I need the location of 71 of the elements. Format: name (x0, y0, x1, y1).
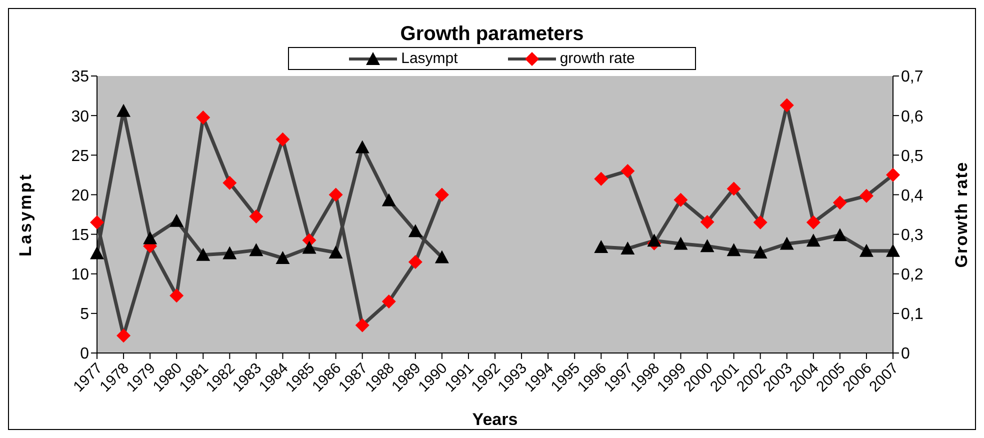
point (700, 239, 714, 252)
y2-tick-label: 0,4 (901, 187, 924, 204)
point (859, 188, 874, 203)
point (832, 228, 847, 242)
point (328, 245, 343, 258)
point (408, 224, 422, 238)
x-axis-title: Years (472, 410, 518, 429)
point (408, 254, 422, 269)
y-tick-label: 15 (71, 226, 90, 244)
point (434, 250, 449, 264)
point (170, 214, 184, 227)
point (806, 215, 820, 230)
legend-label: Lasympt (401, 50, 458, 67)
point (276, 132, 290, 146)
point (780, 98, 794, 112)
point (196, 248, 210, 261)
y-tick-label: 30 (71, 108, 90, 126)
y-tick-label: 25 (71, 148, 90, 165)
point (647, 234, 662, 247)
point (806, 234, 820, 247)
point (222, 246, 237, 260)
y2-tick-label: 0,3 (901, 226, 924, 244)
point (780, 236, 794, 250)
chart-title: Growth parameters (399, 23, 585, 47)
point (143, 231, 158, 244)
point (355, 318, 370, 332)
point (434, 188, 449, 202)
point (90, 215, 104, 230)
point (355, 140, 370, 154)
point (726, 243, 741, 256)
point (328, 188, 343, 202)
point (620, 242, 635, 255)
y-tick-label: 20 (71, 187, 90, 204)
y-tick-label: 10 (71, 266, 90, 284)
point (222, 176, 237, 190)
y2-tick-label: 0,7 (901, 68, 924, 86)
point (700, 215, 714, 230)
point (594, 172, 608, 186)
legend-label: growth rate (560, 50, 635, 67)
y2-tick-label: 0 (901, 346, 910, 363)
y2-tick-label: 0,6 (901, 108, 924, 126)
y2-tick-label: 0,5 (901, 148, 924, 165)
point (302, 240, 316, 254)
point (249, 243, 264, 256)
y-axis-title: Lasympt (16, 172, 36, 256)
point (753, 245, 768, 258)
point (753, 215, 768, 230)
point (170, 288, 184, 303)
point (859, 244, 874, 257)
point (832, 196, 847, 210)
y2-axis-title: Growth rate (952, 161, 972, 268)
point (382, 193, 396, 206)
point (674, 192, 688, 207)
point (674, 236, 688, 250)
point (116, 328, 131, 343)
point (382, 294, 396, 309)
point (886, 244, 900, 257)
y2-tick-label: 0,2 (901, 266, 924, 284)
y-tick-label: 5 (80, 306, 90, 324)
point (594, 240, 608, 253)
point (620, 164, 635, 178)
point (249, 209, 264, 224)
point (726, 182, 741, 196)
point (90, 246, 104, 260)
point (116, 104, 131, 117)
y-tick-label: 35 (71, 68, 90, 86)
point (196, 110, 210, 125)
point (276, 251, 290, 264)
point (886, 168, 900, 182)
y-tick-label: 0 (80, 346, 90, 363)
y2-tick-label: 0,1 (901, 306, 924, 324)
